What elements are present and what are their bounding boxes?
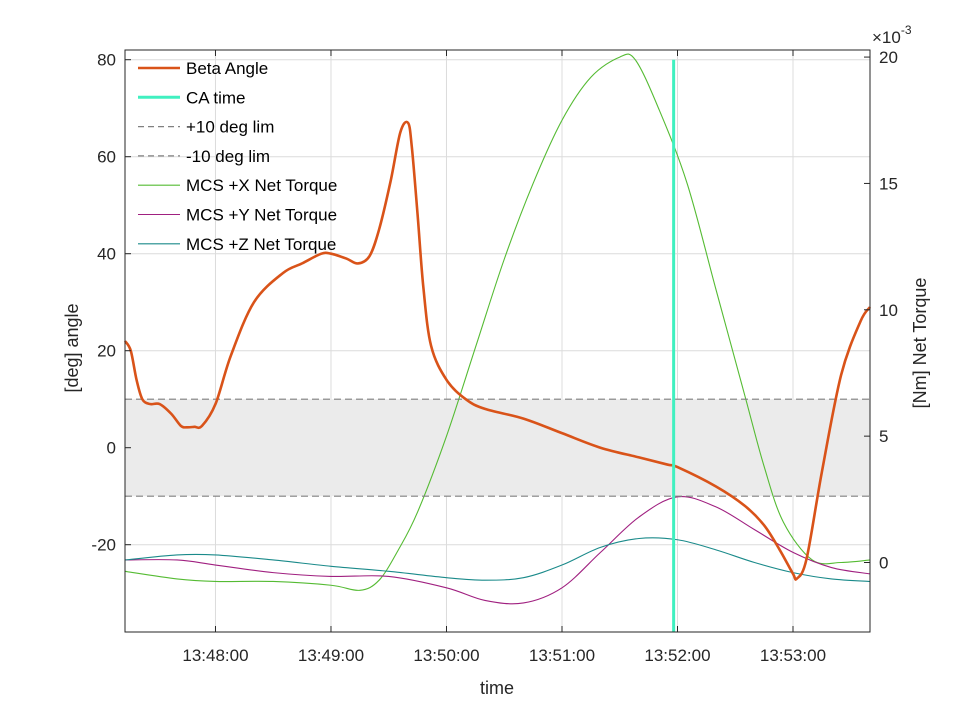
right-axis-exponent: ×10-3 — [872, 23, 912, 47]
y-left-tick-label: 20 — [97, 342, 116, 361]
y-left-tick-label: 0 — [107, 439, 116, 458]
legend-label-beta-angle: Beta Angle — [186, 59, 268, 78]
y-right-tick-label: 0 — [879, 554, 888, 573]
y-left-tick-label: 60 — [97, 148, 116, 167]
x-tick-label: 13:52:00 — [644, 646, 710, 665]
legend: Beta Angle CA time +10 deg lim -10 deg lim M… — [138, 59, 337, 254]
limit-band-fill — [125, 399, 870, 497]
axes-box — [124, 49, 871, 633]
x-tick-label: 13:51:00 — [529, 646, 595, 665]
x-tick-label: 13:53:00 — [760, 646, 826, 665]
legend-label-ca-time: CA time — [186, 88, 246, 107]
x-tick-label: 13:49:00 — [298, 646, 364, 665]
series-layer — [123, 53, 872, 632]
y-right-tick-label: 20 — [879, 48, 898, 67]
y-left-tick-label: -20 — [91, 536, 116, 555]
plot-background — [125, 50, 870, 632]
x-tick-label: 13:48:00 — [182, 646, 248, 665]
x-tick-label: 13:50:00 — [413, 646, 479, 665]
right-axis-exponent-base: ×10 — [872, 28, 901, 47]
y-right-tick-label: 15 — [879, 174, 898, 193]
series-mcs-y-net-torque-line — [124, 495, 871, 605]
legend-label-mcs-z-net-torque: MCS +Z Net Torque — [186, 235, 336, 254]
legend-label-10-deg-lim: +10 deg lim — [186, 118, 274, 137]
legend-label-mcs-y-net-torque: MCS +Y Net Torque — [186, 206, 337, 225]
right-axis-exponent-power: -3 — [901, 23, 912, 37]
legend-label-mcs-x-net-torque: MCS +X Net Torque — [186, 176, 337, 195]
legend-label-10-deg-lim: -10 deg lim — [186, 147, 270, 166]
y-right-tick-label: 5 — [879, 427, 888, 446]
series-mcs-x-net-torque-line — [124, 53, 871, 591]
y-axis-right-label: [Nm] Net Torque — [910, 278, 930, 409]
limit-band — [125, 399, 870, 497]
x-axis-label: time — [480, 678, 514, 698]
y-axis-left-label: [deg] angle — [62, 303, 82, 392]
plot-area — [125, 50, 870, 632]
y-right-tick-label: 10 — [879, 301, 898, 320]
series-mcs-z-net-torque-line — [124, 537, 871, 583]
y-left-tick-label: 40 — [97, 245, 116, 264]
y-left-tick-label: 80 — [97, 51, 116, 70]
series-beta-angle-line — [123, 120, 872, 581]
axes: 13:48:00 13:49:00 13:50:00 13:51:00 13:52:00… — [91, 48, 898, 665]
